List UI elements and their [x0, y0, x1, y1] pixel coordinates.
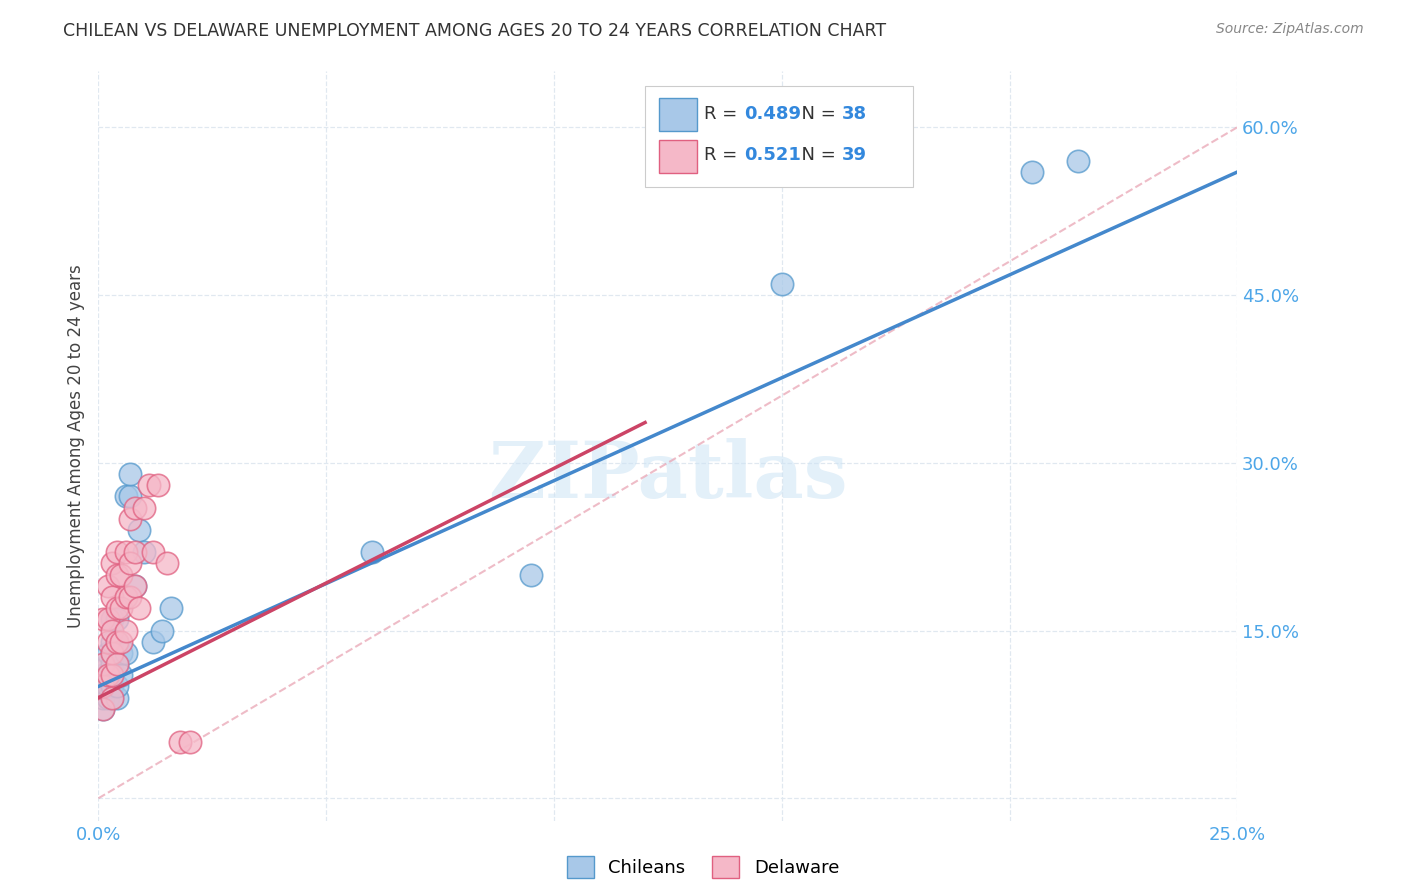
Point — [138, 478, 160, 492]
Point — [124, 545, 146, 559]
Point — [105, 634, 128, 648]
Point — [114, 489, 136, 503]
Point — [132, 500, 155, 515]
Point — [179, 735, 201, 749]
Point — [142, 545, 165, 559]
Text: CHILEAN VS DELAWARE UNEMPLOYMENT AMONG AGES 20 TO 24 YEARS CORRELATION CHART: CHILEAN VS DELAWARE UNEMPLOYMENT AMONG A… — [63, 22, 886, 40]
Point — [120, 511, 142, 525]
Point — [96, 680, 118, 694]
Point — [101, 634, 124, 648]
Point — [156, 557, 179, 571]
Point — [142, 634, 165, 648]
Point — [101, 590, 124, 604]
Point — [110, 668, 132, 682]
Point — [101, 668, 124, 682]
Point — [105, 567, 128, 582]
Point — [105, 657, 128, 671]
Text: 39: 39 — [842, 146, 868, 164]
Point — [105, 680, 128, 694]
Point — [101, 657, 124, 671]
Point — [91, 702, 114, 716]
Point — [96, 690, 118, 705]
Point — [91, 668, 114, 682]
Point — [105, 690, 128, 705]
Point — [120, 489, 142, 503]
Point — [91, 612, 114, 626]
Point — [101, 646, 124, 660]
Point — [101, 680, 124, 694]
Point — [105, 545, 128, 559]
Point — [110, 634, 132, 648]
Point — [128, 523, 150, 537]
Text: R =: R = — [704, 105, 744, 123]
Point — [110, 567, 132, 582]
Point — [91, 690, 114, 705]
FancyBboxPatch shape — [659, 98, 697, 131]
Text: 38: 38 — [842, 105, 868, 123]
Point — [96, 657, 118, 671]
Point — [105, 657, 128, 671]
Text: N =: N = — [790, 105, 841, 123]
Point — [124, 500, 146, 515]
Point — [120, 557, 142, 571]
Point — [1021, 165, 1043, 179]
Point — [124, 579, 146, 593]
Point — [114, 646, 136, 660]
Point — [160, 601, 183, 615]
Point — [91, 680, 114, 694]
Point — [96, 634, 118, 648]
Y-axis label: Unemployment Among Ages 20 to 24 years: Unemployment Among Ages 20 to 24 years — [66, 264, 84, 628]
Point — [96, 668, 118, 682]
Text: 0.489: 0.489 — [744, 105, 801, 123]
Point — [101, 690, 124, 705]
Point — [360, 545, 382, 559]
Point — [110, 601, 132, 615]
Text: Source: ZipAtlas.com: Source: ZipAtlas.com — [1216, 22, 1364, 37]
Point — [169, 735, 191, 749]
Point — [101, 646, 124, 660]
Point — [150, 624, 173, 638]
Point — [120, 590, 142, 604]
FancyBboxPatch shape — [659, 139, 697, 172]
Point — [132, 545, 155, 559]
Point — [124, 579, 146, 593]
Point — [105, 612, 128, 626]
Point — [96, 646, 118, 660]
Point — [101, 612, 124, 626]
Point — [91, 680, 114, 694]
Point — [101, 557, 124, 571]
Point — [520, 567, 543, 582]
Point — [1067, 153, 1090, 168]
Point — [91, 657, 114, 671]
Point — [770, 277, 793, 291]
Point — [101, 668, 124, 682]
Text: N =: N = — [790, 146, 841, 164]
Point — [114, 624, 136, 638]
Point — [114, 590, 136, 604]
Point — [96, 668, 118, 682]
Point — [114, 545, 136, 559]
Point — [105, 601, 128, 615]
Point — [105, 634, 128, 648]
FancyBboxPatch shape — [645, 87, 912, 187]
Text: R =: R = — [704, 146, 744, 164]
Point — [96, 612, 118, 626]
Point — [101, 624, 124, 638]
Text: 0.521: 0.521 — [744, 146, 801, 164]
Legend: Chileans, Delaware: Chileans, Delaware — [560, 849, 846, 886]
Point — [128, 601, 150, 615]
Point — [96, 579, 118, 593]
Point — [146, 478, 169, 492]
Point — [120, 467, 142, 481]
Point — [110, 646, 132, 660]
Point — [91, 702, 114, 716]
Text: ZIPatlas: ZIPatlas — [488, 438, 848, 514]
Point — [101, 690, 124, 705]
